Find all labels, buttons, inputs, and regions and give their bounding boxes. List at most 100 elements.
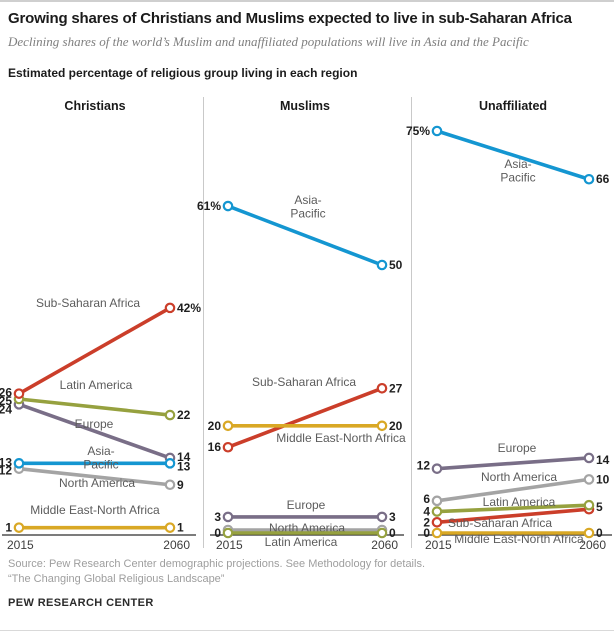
point-2060-unaffiliated-asia-pacific: [583, 173, 595, 185]
series-line-christians-latin-america: [18, 397, 171, 417]
point-2015-muslims-asia-pacific: [222, 200, 234, 212]
source-line-2: “The Changing Global Religious Landscape…: [8, 573, 225, 585]
year-label-2015-christians: 2015: [7, 538, 34, 552]
series-line-unaffiliated-europe: [436, 456, 590, 471]
point-2060-unaffiliated-middle-east-north-africa: [583, 527, 595, 539]
year-label-2015-unaffiliated: 2015: [425, 538, 452, 552]
bottom-divider-rule: [0, 630, 614, 631]
page-subtitle: Declining shares of the world’s Muslim a…: [8, 34, 529, 49]
point-2015-muslims-latin-america: [222, 527, 234, 539]
region-label-unaffiliated-asia-pacific: Asia-: [504, 157, 531, 171]
point-2015-unaffiliated-latin-america: [431, 506, 443, 517]
point-2060-muslims-latin-america: [376, 527, 388, 539]
series-line-muslims-asia-pacific: [227, 204, 383, 267]
point-2015-christians-middle-east-north-africa: [13, 522, 25, 533]
region-label-muslims-asia-pacific-line2: Pacific: [290, 207, 325, 221]
year-label-2060-christians: 2060: [163, 538, 190, 552]
value-label-2060-unaffiliated-north-america: 10: [596, 472, 610, 486]
value-label-2015-unaffiliated-north-america: 6: [423, 492, 430, 506]
page-title: Growing shares of Christians and Muslims…: [8, 10, 572, 27]
point-2060-christians-middle-east-north-africa: [164, 522, 176, 533]
value-label-2015-christians-europe: 24: [0, 402, 12, 416]
panel-title-muslims: Muslims: [280, 99, 330, 113]
point-2015-unaffiliated-asia-pacific: [431, 125, 443, 137]
value-label-2015-muslims-middle-east-north-africa: 20: [208, 419, 222, 433]
point-2060-christians-asia-pacific: [164, 458, 176, 469]
value-label-2060-christians-middle-east-north-africa: 1: [177, 521, 184, 535]
series-line-christians-sub-saharan-africa: [18, 306, 171, 396]
region-label-unaffiliated-latin-america: Latin America: [483, 495, 556, 509]
value-label-2060-unaffiliated-latin-america: 5: [596, 500, 603, 514]
region-label-christians-europe: Europe: [75, 417, 114, 431]
point-2015-christians-sub-saharan-africa: [13, 388, 25, 399]
series-line-christians-europe: [18, 402, 171, 460]
value-label-2060-muslims-europe: 3: [389, 510, 396, 524]
year-label-2060-unaffiliated: 2060: [579, 538, 606, 552]
region-label-unaffiliated-europe: Europe: [498, 441, 537, 455]
point-2015-muslims-middle-east-north-africa: [222, 420, 234, 432]
panel-title-unaffiliated: Unaffiliated: [479, 99, 547, 113]
value-label-2015-unaffiliated-middle-east-north-africa: 0: [423, 526, 430, 540]
value-label-2060-muslims-middle-east-north-africa: 20: [389, 419, 403, 433]
point-2060-muslims-europe: [376, 511, 388, 523]
value-label-2015-christians-north-america: 12: [0, 464, 12, 478]
point-2015-muslims-sub-saharan-africa: [222, 441, 234, 453]
value-label-2060-christians-north-america: 9: [177, 478, 184, 492]
value-label-2060-muslims-asia-pacific: 50: [389, 258, 403, 272]
value-label-2060-christians-latin-america: 22: [177, 408, 191, 422]
point-2060-muslims-asia-pacific: [376, 259, 388, 271]
value-label-2015-christians-middle-east-north-africa: 1: [5, 521, 12, 535]
slope-chart: Christians 2015 2060 1 1 Middle East-North Af…: [0, 92, 614, 552]
point-2060-unaffiliated-latin-america: [583, 499, 595, 511]
value-label-2015-unaffiliated-sub-saharan-africa: 2: [423, 515, 430, 529]
value-label-2015-muslims-latin-america: 0: [214, 526, 221, 540]
value-label-2015-muslims-europe: 3: [214, 510, 221, 524]
value-label-2060-unaffiliated-asia-pacific: 66: [596, 172, 610, 186]
value-label-2060-christians-europe: 14: [177, 450, 191, 464]
value-label-2015-christians-asia-pacific: 13: [0, 455, 12, 469]
value-label-2015-unaffiliated-asia-pacific: 75%: [406, 124, 430, 138]
value-label-2060-christians-sub-saharan-africa: 42%: [177, 301, 201, 315]
year-label-2060-muslims: 2060: [371, 538, 398, 552]
value-label-2060-muslims-sub-saharan-africa: 27: [389, 381, 403, 395]
region-label-unaffiliated-sub-saharan-africa: Sub-Saharan Africa: [448, 516, 552, 530]
point-2015-unaffiliated-sub-saharan-africa: [431, 516, 443, 528]
value-label-2015-unaffiliated-latin-america: 4: [423, 505, 430, 519]
region-label-muslims-asia-pacific: Asia-: [294, 193, 321, 207]
point-2060-muslims-middle-east-north-africa: [376, 420, 388, 432]
region-label-muslims-europe: Europe: [287, 498, 326, 512]
series-line-muslims-sub-saharan-africa: [227, 386, 383, 449]
point-2015-christians-asia-pacific: [13, 458, 25, 469]
region-label-christians-latin-america: Latin America: [60, 378, 133, 392]
value-label-2015-unaffiliated-europe: 12: [417, 459, 431, 473]
region-label-christians-middle-east-north-africa: Middle East-North Africa: [30, 503, 160, 517]
region-label-christians-north-america: North America: [59, 476, 135, 490]
value-label-2015-christians-sub-saharan-africa: 26: [0, 386, 12, 400]
value-label-2060-unaffiliated-middle-east-north-africa: 0: [596, 526, 603, 540]
series-line-unaffiliated-sub-saharan-africa: [436, 507, 590, 525]
region-label-muslims-middle-east-north-africa: Middle East-North Africa: [276, 431, 406, 445]
series-line-unaffiliated-north-america: [436, 477, 590, 503]
value-label-2060-christians-asia-pacific: 13: [177, 459, 191, 473]
value-label-2015-christians-latin-america: 25: [0, 394, 12, 408]
point-2015-unaffiliated-europe: [431, 463, 443, 474]
source-line-1: Source: Pew Research Center demographic …: [8, 558, 426, 570]
point-2060-muslims-sub-saharan-africa: [376, 382, 388, 394]
chart-measure-label: Estimated percentage of religious group …: [8, 66, 358, 80]
point-2060-christians-latin-america: [164, 409, 176, 421]
panel-title-christians: Christians: [64, 99, 125, 113]
value-label-2060-unaffiliated-europe: 14: [596, 453, 610, 467]
value-label-2015-muslims-sub-saharan-africa: 16: [208, 440, 222, 454]
value-label-2060-muslims-latin-america: 0: [389, 526, 396, 540]
point-2015-muslims-europe: [222, 511, 234, 523]
point-2015-unaffiliated-north-america: [431, 495, 443, 507]
region-label-unaffiliated-middle-east-north-africa: Middle East-North Africa: [454, 532, 584, 546]
year-label-2015-muslims: 2015: [216, 538, 243, 552]
region-label-christians-sub-saharan-africa: Sub-Saharan Africa: [36, 296, 140, 310]
region-label-unaffiliated-asia-pacific-line2: Pacific: [500, 171, 535, 185]
region-label-christians-asia-pacific: Asia-: [87, 444, 114, 458]
region-label-muslims-latin-america: Latin America: [265, 535, 338, 549]
point-2060-christians-sub-saharan-africa: [164, 302, 176, 314]
